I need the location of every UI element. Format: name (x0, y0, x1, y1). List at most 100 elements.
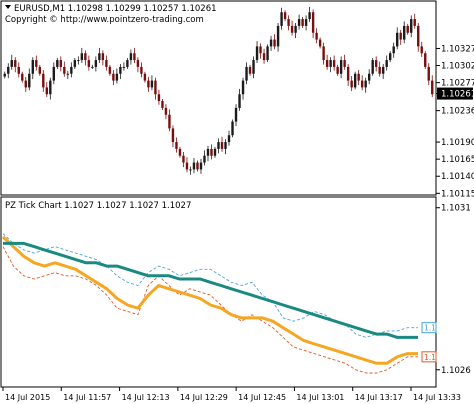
x-tick-label: 14 Jul 13:17 (355, 393, 403, 402)
candle-body (122, 66, 126, 68)
candle-body (203, 155, 206, 163)
candle-body (115, 73, 119, 81)
candle-body (399, 32, 402, 40)
candle-body (189, 169, 192, 171)
candle-body (336, 66, 339, 74)
candle-body (192, 162, 196, 170)
candle-body (252, 60, 255, 74)
candle-body (213, 148, 217, 156)
candle-body (364, 80, 367, 88)
copyright-text: Copyright © http://www.pointzero-trading… (5, 15, 204, 25)
candle-body (357, 73, 360, 81)
candle-body (80, 53, 84, 61)
candle-body (94, 60, 98, 67)
indicator-y-axis: 1.1031 1.1026 (436, 204, 471, 376)
candle-body (343, 60, 346, 67)
candle-body (171, 128, 175, 143)
candle-body (119, 66, 122, 74)
candle-body (262, 53, 266, 61)
candle-body (346, 66, 350, 81)
candle-body (56, 60, 59, 67)
candle-body (220, 142, 224, 149)
candle-body (332, 60, 336, 67)
candle-body (287, 19, 290, 26)
candle-body (7, 66, 10, 74)
indicator-lines-layer: 1.1 1.1 (1, 233, 437, 374)
candle-body (385, 60, 388, 67)
candle-body (350, 80, 353, 88)
candle-body (161, 101, 164, 108)
candle-body (417, 25, 420, 47)
candle-body (392, 46, 395, 54)
candle-body (52, 66, 56, 81)
candle-body (217, 142, 220, 149)
candle-body (266, 46, 269, 61)
candle-body (129, 53, 133, 61)
candle-body (311, 12, 315, 33)
triangle-down-icon[interactable] (5, 5, 11, 9)
candle-body (374, 60, 378, 67)
candle-body (294, 25, 297, 33)
series-value-tag (421, 351, 437, 363)
candle-body (276, 25, 280, 47)
candle-body (70, 66, 73, 74)
main-chart-frame (0, 0, 437, 196)
candle-body (388, 53, 392, 61)
candle-body (318, 39, 322, 47)
candle-body (10, 60, 13, 67)
y-tick-label: 1.10327 (441, 44, 474, 54)
candle-body (259, 46, 262, 54)
y-tick-label: 1.10165 (441, 155, 474, 165)
candle-body (315, 32, 318, 40)
candle-body (301, 19, 304, 26)
candle-body (255, 46, 259, 61)
candles-layer (3, 6, 434, 175)
candle-body (31, 60, 34, 74)
candle-body (38, 66, 41, 74)
candle-body (175, 142, 178, 149)
candle-body (133, 53, 136, 61)
y-tick-label: 1.10190 (441, 138, 474, 148)
series-value-label: 1.1 (424, 324, 436, 333)
candle-body (101, 53, 105, 61)
y-tick-label: 1.10115 (441, 189, 474, 199)
candle-body (367, 73, 371, 81)
candle-body (322, 46, 325, 61)
candle-body (28, 73, 31, 88)
series-line-1 (2, 246, 418, 374)
candle-body (150, 80, 154, 88)
x-tick-label: 14 Jul 11:57 (63, 393, 111, 402)
candle-body (112, 73, 115, 81)
candle-body (339, 60, 343, 74)
candle-body (87, 60, 91, 67)
series-value-tag (421, 322, 437, 334)
candle-body (14, 60, 17, 67)
candle-body (413, 19, 416, 26)
candle-body (424, 53, 427, 67)
candle-body (283, 12, 287, 20)
candle-body (164, 107, 168, 115)
candle-body (308, 12, 311, 20)
candle-body (73, 60, 77, 67)
candle-body (21, 73, 24, 81)
candle-body (45, 87, 49, 95)
candle-body (77, 60, 80, 62)
candle-body (168, 114, 171, 129)
candle-body (406, 25, 409, 33)
candle-body (431, 80, 434, 95)
candle-body (66, 73, 70, 75)
candle-body (269, 39, 273, 47)
candle-body (378, 66, 381, 74)
candle-body (49, 80, 52, 95)
candle-body (91, 66, 94, 68)
candle-body (35, 60, 38, 67)
candle-body (234, 107, 238, 122)
x-tick-label: 14 Jul 12:13 (122, 393, 170, 402)
candle-body (178, 148, 182, 156)
x-tick-label: 14 Jul 2015 (5, 393, 50, 402)
main-chart-title: EURUSD,M1 1.10298 1.10299 1.10257 1.1026… (14, 4, 217, 14)
candle-body (140, 66, 143, 74)
x-tick-label: 14 Jul 13:01 (296, 393, 344, 402)
